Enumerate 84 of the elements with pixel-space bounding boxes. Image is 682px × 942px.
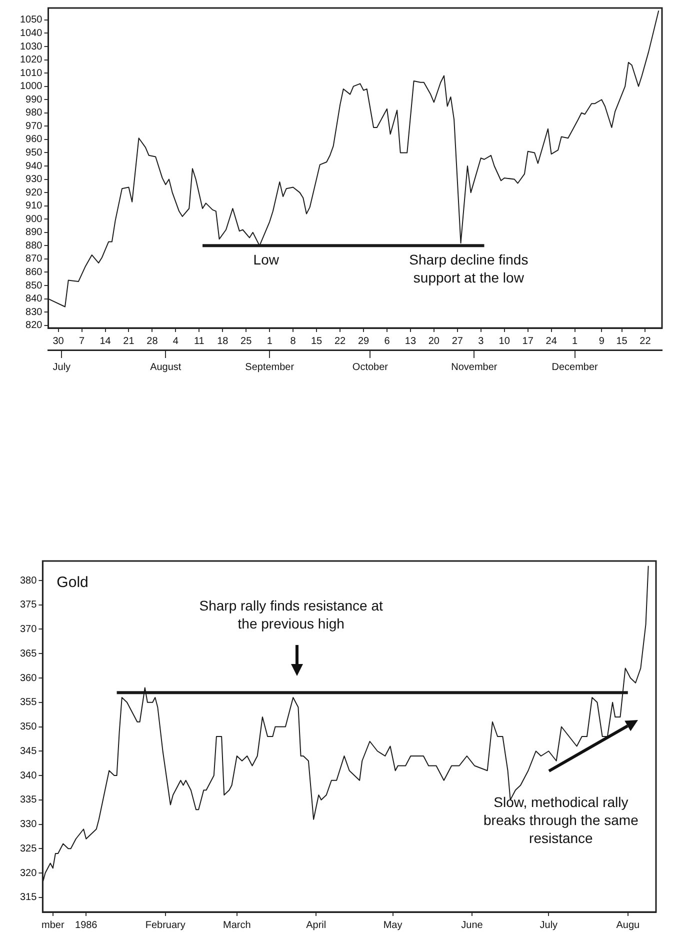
- annotation: Slow, methodical rally breaks through the same resistance: [484, 794, 639, 846]
- y-tick-label: 870: [26, 254, 43, 265]
- y-tick-label: 950: [26, 147, 43, 158]
- y-tick-label: 820: [26, 320, 43, 332]
- x-tick-label: 7: [79, 336, 86, 347]
- y-tick-label: 1030: [20, 41, 43, 52]
- x-tick-label: March: [223, 920, 251, 931]
- x-tick-label: 30: [52, 336, 64, 347]
- y-tick-label: 880: [26, 240, 43, 252]
- y-tick-label: 900: [26, 214, 43, 225]
- y-tick-label: 355: [20, 697, 38, 708]
- x-tick-label: 15: [310, 336, 323, 347]
- x-tick-label: April: [306, 920, 326, 931]
- x-tick-label: 14: [100, 336, 112, 347]
- annotation: Sharp decline finds support at the low: [409, 252, 528, 286]
- x2-tick-label: July: [52, 362, 71, 373]
- x-tick-label: May: [383, 920, 402, 931]
- x2-tick-label: November: [451, 362, 498, 373]
- y-tick-label: 1040: [20, 28, 43, 39]
- x-tick-label: February: [145, 920, 186, 931]
- y-tick-label: 350: [20, 722, 38, 732]
- y-tick-label: 370: [20, 624, 38, 635]
- x2-tick-label: December: [552, 362, 599, 373]
- y-tick-label: 1000: [20, 81, 43, 92]
- x-tick-label: 10: [498, 336, 510, 347]
- x-tick-label: 1: [572, 336, 578, 347]
- y-tick-label: 315: [20, 892, 38, 904]
- x-tick-label: 1986: [75, 920, 98, 931]
- x-tick-label: 6: [384, 336, 390, 347]
- x-tick-label: 4: [172, 336, 179, 347]
- x-tick-label: 29: [358, 336, 370, 347]
- text: Gold: [56, 574, 88, 591]
- x-tick-label: 28: [146, 336, 158, 347]
- x-tick-label: 8: [290, 336, 296, 347]
- x-tick-label: 24: [546, 336, 558, 347]
- x-tick-label: July: [540, 920, 558, 931]
- y-tick-label: 860: [26, 266, 43, 278]
- y-tick-label: 345: [20, 746, 38, 757]
- y-tick-label: 1020: [20, 54, 43, 66]
- y-tick-label: 335: [20, 794, 38, 806]
- x-tick-label: 18: [217, 336, 229, 347]
- y-tick-label: 1010: [20, 68, 43, 79]
- x-tick-label: 13: [404, 336, 416, 347]
- y-tick-label: 360: [20, 672, 38, 684]
- y-tick-label: 990: [26, 94, 43, 106]
- x-tick-label: Augu: [616, 920, 640, 931]
- x-tick-label: 9: [598, 336, 605, 347]
- x-tick-label: 17: [522, 336, 534, 347]
- x-tick-label: 20: [428, 336, 440, 347]
- y-tick-label: 850: [26, 280, 43, 292]
- x-tick-label: 1: [266, 336, 273, 347]
- y-tick-label: 365: [20, 648, 38, 660]
- x-tick-label: 27: [452, 336, 464, 347]
- y-tick-label: 930: [26, 174, 43, 186]
- x-tick-label: 3: [478, 336, 484, 347]
- y-tick-label: 940: [26, 160, 43, 172]
- x-tick-label: 25: [240, 336, 252, 347]
- y-tick-label: 890: [26, 227, 43, 238]
- x-tick-label: June: [461, 920, 484, 931]
- y-tick-label: 320: [20, 868, 38, 879]
- x-tick-label: 15: [616, 336, 628, 347]
- x2-tick-label: September: [245, 362, 295, 373]
- y-tick-label: 375: [20, 600, 38, 611]
- x2-tick-label: October: [352, 362, 389, 373]
- y-tick-label: 840: [26, 294, 43, 305]
- y-tick-label: 325: [20, 843, 38, 854]
- y-tick-label: 910: [26, 200, 43, 212]
- y-tick-label: 970: [26, 120, 43, 132]
- y-tick-label: 1050: [20, 14, 43, 26]
- y-tick-label: 380: [20, 575, 38, 586]
- y-tick-label: 960: [26, 134, 43, 146]
- y-tick-label: 340: [20, 770, 38, 782]
- y-tick-label: 330: [20, 819, 38, 830]
- y-tick-label: 980: [26, 108, 43, 119]
- x-tick-label: mber: [42, 920, 65, 931]
- y-tick-label: 830: [26, 306, 43, 318]
- x2-tick-label: August: [150, 362, 182, 373]
- y-tick-label: 920: [26, 187, 43, 198]
- x-tick-label: 22: [640, 336, 652, 347]
- annotation: Sharp rally finds resistance at the previous high: [199, 597, 384, 632]
- x-tick-label: 21: [123, 336, 135, 347]
- annotation: Low: [253, 252, 280, 268]
- x-tick-label: 11: [194, 336, 205, 347]
- x-tick-label: 22: [334, 336, 346, 347]
